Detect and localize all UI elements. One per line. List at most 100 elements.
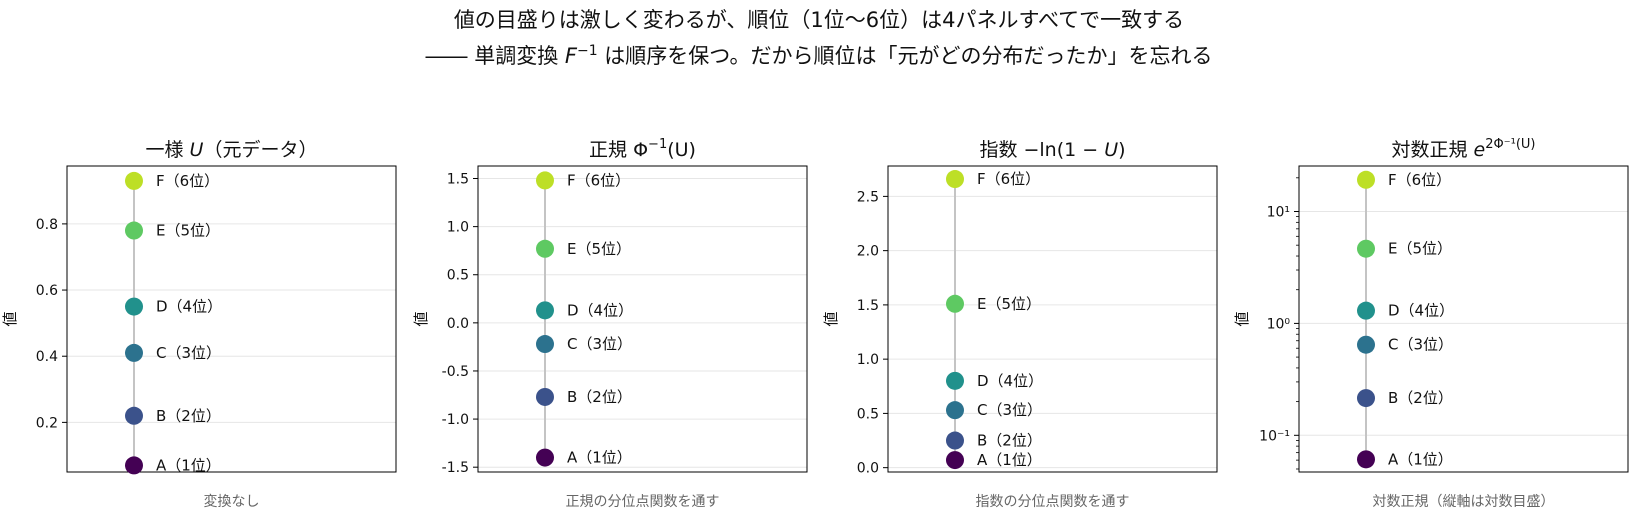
data-point — [536, 301, 554, 320]
panel-title-text: （元データ） — [203, 139, 317, 161]
data-point — [125, 343, 143, 362]
chart-panel-3: 0.0 0.5 1.0 1.5 2.0 2.5 指数 −ln(1 − U) 値指数の分位点関数… — [822, 139, 1218, 510]
y-tick-label: 1.0 — [857, 352, 879, 368]
title-line-2-prefix: ―― 単調変換 — [425, 44, 565, 68]
data-point-label: D（4位） — [156, 298, 222, 316]
y-tick-label: 10⁻¹ — [1259, 428, 1290, 444]
chart-title-line-1: 値の目盛りは激しく変わるが、順位（1位〜6位）は4パネルすべてで一致する — [453, 8, 1185, 32]
panel-title-math: e — [1474, 139, 1486, 161]
data-point — [1357, 239, 1375, 258]
panel-title-text: 指数 −ln(1 − — [979, 139, 1104, 161]
data-point-label: A（1位） — [1388, 450, 1453, 468]
y-tick-label: -1.5 — [442, 460, 469, 476]
panel-title-text: (U) — [667, 139, 696, 161]
data-point — [125, 406, 143, 425]
data-point-label: C（3位） — [977, 401, 1042, 419]
data-point — [946, 371, 964, 390]
panel-title: 正規 Φ−1(U) — [589, 137, 696, 161]
axes-frame — [887, 165, 1218, 473]
data-point-label: C（3位） — [156, 344, 221, 362]
y-axis-label: 値 — [822, 311, 840, 326]
y-tick-label: -0.5 — [442, 364, 469, 380]
chart-title-line-2: ―― 単調変換 F−1 は順序を保つ。だから順位は「元がどの分布だったか」を忘れ… — [0, 38, 1638, 69]
y-tick-label: 0.0 — [857, 461, 879, 477]
data-point — [125, 456, 143, 475]
y-tick-label: 10¹ — [1267, 204, 1290, 220]
data-point-label: D（4位） — [567, 301, 633, 319]
data-point — [536, 448, 554, 467]
data-point — [536, 335, 554, 354]
data-point — [946, 451, 964, 470]
data-point-label: A（1位） — [977, 451, 1042, 469]
data-point — [946, 401, 964, 420]
panel-title: 指数 −ln(1 − U) — [979, 139, 1125, 161]
y-tick-label: 0.4 — [36, 349, 58, 365]
data-point — [946, 294, 964, 313]
y-tick-label: 0.0 — [447, 316, 469, 332]
panel-title-math: U — [1104, 139, 1118, 161]
panel-title: 一様 U（元データ） — [146, 139, 318, 161]
panel-title-superscript: −1 — [648, 137, 667, 152]
data-point — [1357, 450, 1375, 469]
data-point — [125, 171, 143, 190]
data-point — [1357, 301, 1375, 320]
panel-title-text: 正規 Φ — [589, 139, 648, 161]
y-tick-label: -1.0 — [442, 412, 469, 428]
y-tick-label: 0.6 — [36, 283, 58, 299]
data-point-label: F（6位） — [567, 171, 630, 189]
data-point-label: E（5位） — [156, 222, 220, 240]
panel-title: 対数正規 e2Φ⁻¹(U) — [1392, 137, 1536, 161]
y-tick-label: 10⁰ — [1267, 316, 1291, 332]
y-tick-label: 1.0 — [447, 220, 469, 236]
panel-caption: 対数正規（縦軸は対数目盛） — [1373, 494, 1555, 510]
data-point-label: B（2位） — [156, 407, 221, 425]
data-point-label: E（5位） — [977, 295, 1041, 313]
y-tick-label: 0.5 — [447, 268, 469, 284]
y-tick-label: 2.5 — [857, 189, 879, 205]
y-axis-label: 値 — [412, 311, 430, 326]
y-axis-label: 値 — [1, 311, 19, 326]
panel-caption: 指数の分位点関数を通す — [976, 494, 1130, 510]
panel-title-text: 対数正規 — [1392, 139, 1474, 161]
chart-panel-2: -1.5 -1.0 -0.5 0.0 0.5 1.0 1.5 正規 Φ−1(U) 値正規の分位点… — [412, 137, 808, 510]
y-axis-label: 値 — [1233, 311, 1251, 326]
title-line-2-superscript: −1 — [576, 43, 598, 59]
data-point — [536, 239, 554, 258]
data-point — [1357, 170, 1375, 189]
data-point — [536, 171, 554, 190]
y-tick-label: 0.8 — [36, 217, 58, 233]
data-point-label: F（6位） — [1388, 171, 1451, 189]
axes-frame — [477, 165, 808, 473]
title-line-2-suffix: は順序を保つ。だから順位は「元がどの分布だったか」を忘れる — [597, 44, 1213, 68]
title-line-2-math: F — [564, 44, 577, 68]
data-point — [1357, 389, 1375, 408]
data-point-label: C（3位） — [567, 335, 632, 353]
panel-title-math: U — [190, 139, 204, 161]
data-point-label: D（4位） — [1388, 302, 1454, 320]
data-point-label: E（5位） — [1388, 240, 1452, 258]
data-point — [536, 387, 554, 406]
axes-frame — [66, 165, 397, 473]
data-point — [946, 170, 964, 189]
data-point-label: F（6位） — [156, 172, 219, 190]
y-tick-label: 1.5 — [857, 298, 879, 314]
panel-caption: 変換なし — [204, 493, 260, 510]
panel-caption: 正規の分位点関数を通す — [566, 494, 720, 510]
data-point-label: C（3位） — [1388, 336, 1453, 354]
panel-title-text: 一様 — [146, 139, 190, 161]
data-point — [125, 297, 143, 316]
data-point-label: D（4位） — [977, 372, 1043, 390]
data-point-label: B（2位） — [977, 432, 1042, 450]
data-point-label: E（5位） — [567, 240, 631, 258]
y-tick-label: 0.2 — [36, 415, 58, 431]
data-point — [125, 221, 143, 240]
data-point-label: B（2位） — [567, 388, 632, 406]
data-point-label: A（1位） — [156, 456, 221, 474]
data-point — [946, 431, 964, 450]
y-tick-label: 2.0 — [857, 244, 879, 260]
data-point — [1357, 335, 1375, 354]
data-point-label: F（6位） — [977, 170, 1040, 188]
